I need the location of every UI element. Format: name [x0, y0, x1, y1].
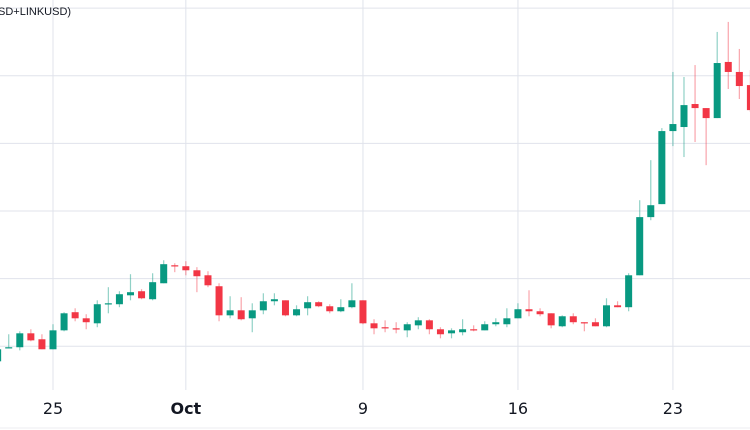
candle-up	[293, 309, 301, 316]
candle-up	[259, 301, 267, 311]
candle-down	[204, 275, 212, 286]
x-tick-label: Oct	[170, 399, 201, 418]
candle-down	[281, 300, 289, 316]
candle-up	[625, 275, 633, 308]
candle-up	[337, 307, 345, 312]
candle-up	[503, 318, 511, 325]
candle-down	[171, 265, 179, 267]
candle-up	[647, 205, 655, 218]
candle-down	[237, 310, 245, 320]
candle-down	[27, 333, 35, 341]
candle-down	[591, 322, 599, 327]
candle-down	[38, 339, 46, 350]
candle-down	[359, 300, 367, 324]
candle-up	[16, 333, 24, 348]
candle-down	[614, 305, 622, 308]
candle-down	[326, 306, 334, 312]
x-tick-label: 25	[43, 399, 63, 418]
candle-up	[669, 124, 677, 132]
candle-down	[569, 316, 577, 323]
candle-up	[448, 330, 456, 334]
candle-up	[0, 349, 2, 362]
candle-up	[5, 347, 13, 349]
candle-up	[514, 309, 522, 319]
candle-down	[724, 61, 732, 72]
candle-down	[215, 286, 223, 316]
candle-up	[226, 310, 234, 316]
x-tick-label: 16	[508, 399, 528, 418]
candle-down	[71, 312, 79, 319]
candle-down	[138, 291, 146, 299]
candle-up	[126, 292, 134, 296]
candle-down	[470, 329, 478, 331]
candle-down	[580, 322, 588, 324]
candle-up	[713, 63, 721, 119]
candle-down	[547, 313, 555, 326]
candle-up	[93, 304, 101, 324]
candle-up	[492, 322, 500, 325]
candle-down	[735, 71, 743, 87]
candle-up	[348, 300, 356, 308]
candle-up	[459, 329, 467, 333]
candle-up	[658, 131, 666, 205]
candle-up	[149, 282, 157, 300]
candle-down	[536, 311, 544, 315]
candle-up	[636, 217, 644, 276]
candle-down	[525, 309, 533, 312]
candle-down	[702, 108, 710, 119]
candle-down	[436, 329, 444, 335]
candle-up	[270, 299, 278, 302]
x-tick-label: 23	[663, 399, 683, 418]
candle-up	[115, 294, 123, 305]
candle-up	[558, 316, 566, 327]
x-tick-label: 9	[358, 399, 368, 418]
candle-down	[746, 85, 750, 111]
candle-down	[370, 323, 378, 329]
candle-down	[425, 320, 433, 330]
candle-up	[248, 310, 256, 319]
candle-down	[82, 318, 90, 323]
candle-down	[315, 302, 323, 307]
candle-up	[60, 313, 68, 331]
candle-up	[160, 264, 168, 284]
candle-down	[392, 328, 400, 330]
candle-up	[414, 320, 422, 326]
candle-down	[182, 266, 190, 271]
candle-up	[104, 303, 112, 305]
candle-up	[603, 305, 610, 327]
candle-up	[403, 324, 411, 331]
candle-up	[304, 302, 312, 309]
candle-down	[193, 270, 201, 277]
candle-down	[691, 104, 699, 109]
candle-up	[680, 105, 688, 128]
candle-down	[381, 327, 389, 329]
candle-up	[481, 324, 489, 331]
candle-up	[49, 330, 57, 350]
chart-title: SD+LINKUSD)	[0, 6, 72, 18]
